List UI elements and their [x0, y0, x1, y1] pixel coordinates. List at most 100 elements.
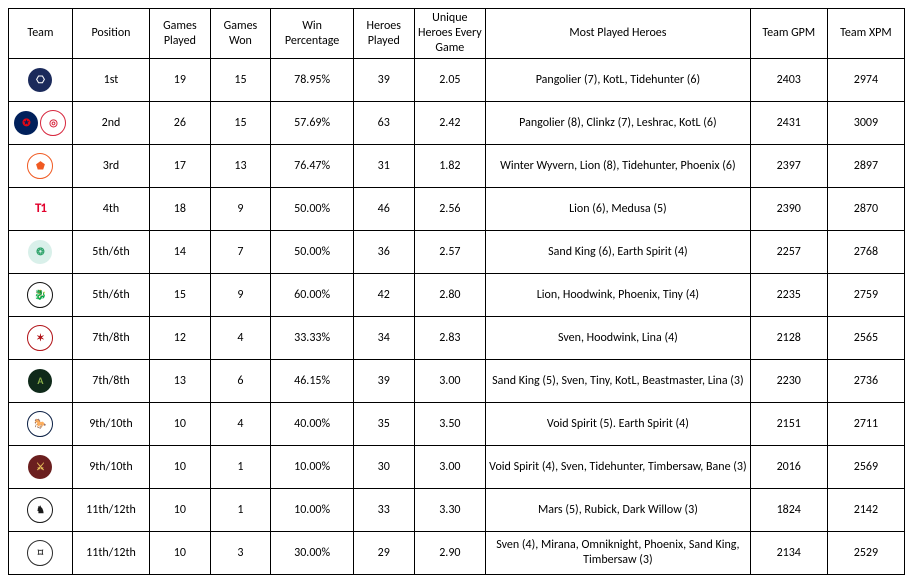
win-percentage-cell: 50.00%: [271, 231, 354, 274]
heroes-played-cell: 34: [353, 317, 414, 360]
games-won-cell: 1: [210, 489, 271, 532]
games-won-cell: 4: [210, 317, 271, 360]
table-row: T14th18950.00%462.56Lion (6), Medusa (5)…: [9, 188, 905, 231]
unique-heroes-cell: 2.42: [414, 102, 486, 145]
games-played-cell: 18: [150, 188, 211, 231]
team-logo-group: ✶: [27, 325, 53, 351]
unique-heroes-cell: 2.83: [414, 317, 486, 360]
table-row: ✶7th/8th12433.33%342.83Sven, Hoodwink, L…: [9, 317, 905, 360]
team-gpm-cell: 2397: [750, 145, 827, 188]
team-cell-tnc: ♞: [9, 489, 73, 532]
position-cell: 7th/8th: [72, 317, 149, 360]
win-percentage-cell: 46.15%: [271, 360, 354, 403]
team-xpm-cell: 2569: [827, 446, 904, 489]
team-cell-thunder-predator: ⚔: [9, 446, 73, 489]
table-row: 🐎9th/10th10440.00%353.50Void Spirit (5).…: [9, 403, 905, 446]
games-won-cell: 7: [210, 231, 271, 274]
column-header: Win Percentage: [271, 9, 354, 59]
team-logo-group: ♞: [27, 497, 53, 523]
heroes-played-cell: 33: [353, 489, 414, 532]
games-won-cell: 4: [210, 403, 271, 446]
team-cell-psg-lgd: ✪◎: [9, 102, 73, 145]
games-won-cell: 15: [210, 102, 271, 145]
position-cell: 11th/12th: [72, 489, 149, 532]
table-header-row: TeamPositionGames PlayedGames WonWin Per…: [9, 9, 905, 59]
column-header: Team XPM: [827, 9, 904, 59]
column-header: Position: [72, 9, 149, 59]
games-won-cell: 1: [210, 446, 271, 489]
position-cell: 5th/6th: [72, 274, 149, 317]
column-header: Team: [9, 9, 73, 59]
team-gpm-cell: 2016: [750, 446, 827, 489]
games-won-cell: 9: [210, 274, 271, 317]
win-percentage-cell: 10.00%: [271, 446, 354, 489]
team-gpm-cell: 2431: [750, 102, 827, 145]
team-logo-icon: 🐉: [27, 282, 53, 308]
most-played-cell: Pangolier (8), Clinkz (7), Leshrac, KotL…: [486, 102, 751, 145]
heroes-played-cell: 46: [353, 188, 414, 231]
team-logo-icon: ⌑: [27, 540, 53, 566]
team-logo-group: ⎔: [28, 68, 52, 92]
team-xpm-cell: 2759: [827, 274, 904, 317]
most-played-cell: Sand King (5), Sven, Tiny, KotL, Beastma…: [486, 360, 751, 403]
most-played-cell: Pangolier (7), KotL, Tidehunter (6): [486, 59, 751, 102]
team-logo-group: ✪◎: [14, 110, 66, 136]
position-cell: 9th/10th: [72, 446, 149, 489]
team-logo-icon: T1: [28, 197, 52, 221]
games-played-cell: 17: [150, 145, 211, 188]
win-percentage-cell: 76.47%: [271, 145, 354, 188]
team-xpm-cell: 2142: [827, 489, 904, 532]
games-played-cell: 10: [150, 446, 211, 489]
most-played-cell: Void Spirit (4), Sven, Tidehunter, Timbe…: [486, 446, 751, 489]
position-cell: 9th/10th: [72, 403, 149, 446]
win-percentage-cell: 50.00%: [271, 188, 354, 231]
team-logo-group: ⚔: [28, 455, 52, 479]
unique-heroes-cell: 3.50: [414, 403, 486, 446]
team-logo-group: 🐉: [27, 282, 53, 308]
win-percentage-cell: 33.33%: [271, 317, 354, 360]
games-won-cell: 9: [210, 188, 271, 231]
team-xpm-cell: 2768: [827, 231, 904, 274]
team-logo-icon: ◎: [40, 110, 66, 136]
team-xpm-cell: 2974: [827, 59, 904, 102]
team-xpm-cell: 3009: [827, 102, 904, 145]
table-row: ⬟3rd171376.47%311.82Winter Wyvern, Lion …: [9, 145, 905, 188]
heroes-played-cell: 36: [353, 231, 414, 274]
games-won-cell: 15: [210, 59, 271, 102]
table-row: ♞11th/12th10110.00%333.30Mars (5), Rubic…: [9, 489, 905, 532]
games-played-cell: 10: [150, 403, 211, 446]
team-xpm-cell: 2897: [827, 145, 904, 188]
team-xpm-cell: 2565: [827, 317, 904, 360]
heroes-played-cell: 39: [353, 360, 414, 403]
column-header: Unique Heroes Every Game: [414, 9, 486, 59]
team-logo-icon: ⬟: [27, 153, 53, 179]
team-cell-team-liquid: 🐎: [9, 403, 73, 446]
team-gpm-cell: 2403: [750, 59, 827, 102]
team-gpm-cell: 2151: [750, 403, 827, 446]
team-cell-beastcoast: ❂: [9, 231, 73, 274]
column-header: Heroes Played: [353, 9, 414, 59]
team-logo-icon: ❂: [28, 240, 52, 264]
team-gpm-cell: 2230: [750, 360, 827, 403]
games-won-cell: 13: [210, 145, 271, 188]
heroes-played-cell: 39: [353, 59, 414, 102]
column-header: Games Played: [150, 9, 211, 59]
team-cell-virtus-pro: ⬟: [9, 145, 73, 188]
table-row: ⚔9th/10th10110.00%303.00Void Spirit (4),…: [9, 446, 905, 489]
most-played-cell: Sven, Hoodwink, Lina (4): [486, 317, 751, 360]
team-logo-icon: A: [28, 369, 52, 393]
team-logo-group: ⬟: [27, 153, 53, 179]
team-logo-icon: ✪: [14, 111, 38, 135]
position-cell: 5th/6th: [72, 231, 149, 274]
team-logo-icon: ⚔: [28, 455, 52, 479]
games-played-cell: 26: [150, 102, 211, 145]
team-cell-alliance: A: [9, 360, 73, 403]
column-header: Team GPM: [750, 9, 827, 59]
position-cell: 7th/8th: [72, 360, 149, 403]
heroes-played-cell: 30: [353, 446, 414, 489]
team-logo-icon: ⎔: [28, 68, 52, 92]
most-played-cell: Sand King (6), Earth Spirit (4): [486, 231, 751, 274]
team-xpm-cell: 2736: [827, 360, 904, 403]
games-played-cell: 15: [150, 274, 211, 317]
position-cell: 3rd: [72, 145, 149, 188]
